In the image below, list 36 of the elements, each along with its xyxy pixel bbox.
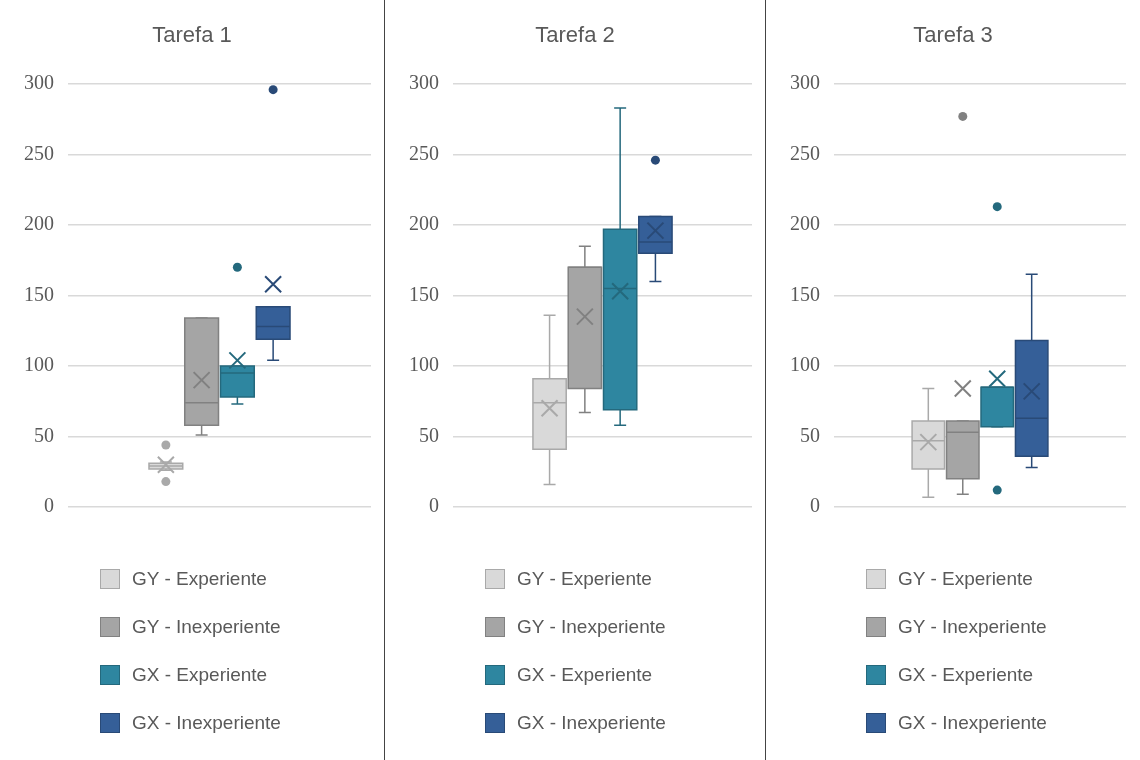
chart-title: Tarefa 3 (912, 22, 994, 48)
legend-label: GY - Experiente (517, 568, 652, 590)
y-tick-label: 50 (419, 423, 439, 446)
y-tick-label: 150 (790, 282, 820, 305)
legend-label: GY - Experiente (132, 568, 267, 590)
y-tick-label: 100 (790, 353, 820, 376)
y-tick-label: 300 (790, 71, 820, 94)
y-tick-label: 50 (34, 423, 54, 446)
y-tick-label: 50 (800, 423, 820, 446)
legend-label: GY - Inexperiente (517, 616, 666, 638)
legend-label: GX - Experiente (517, 664, 653, 686)
chart-title: Tarefa 1 (151, 22, 233, 48)
y-tick-label: 250 (24, 141, 54, 164)
y-tick-label: 0 (810, 494, 820, 517)
y-tick-label: 150 (409, 282, 439, 305)
legend-label: GY - Experiente (898, 568, 1033, 590)
y-tick-label: 300 (409, 71, 439, 94)
y-tick-label: 200 (24, 212, 54, 235)
legend-label: GX - Inexperiente (898, 712, 1047, 734)
y-tick-label: 200 (790, 212, 820, 235)
y-tick-label: 250 (409, 141, 439, 164)
y-tick-label: 250 (790, 141, 820, 164)
legend-label: GY - Inexperiente (898, 616, 1047, 638)
legend-label: GX - Experiente (898, 664, 1034, 686)
y-tick-label: 200 (409, 212, 439, 235)
y-tick-label: 0 (44, 494, 54, 517)
legend-label: GY - Inexperiente (132, 616, 281, 638)
y-tick-label: 300 (24, 71, 54, 94)
legend-label: GX - Experiente (132, 664, 268, 686)
chart-title: Tarefa 2 (534, 22, 616, 48)
y-tick-label: 0 (429, 494, 439, 517)
y-tick-label: 100 (409, 353, 439, 376)
legend-label: GX - Inexperiente (132, 712, 281, 734)
y-tick-label: 100 (24, 353, 54, 376)
legend-label: GX - Inexperiente (517, 712, 666, 734)
y-tick-label: 150 (24, 282, 54, 305)
